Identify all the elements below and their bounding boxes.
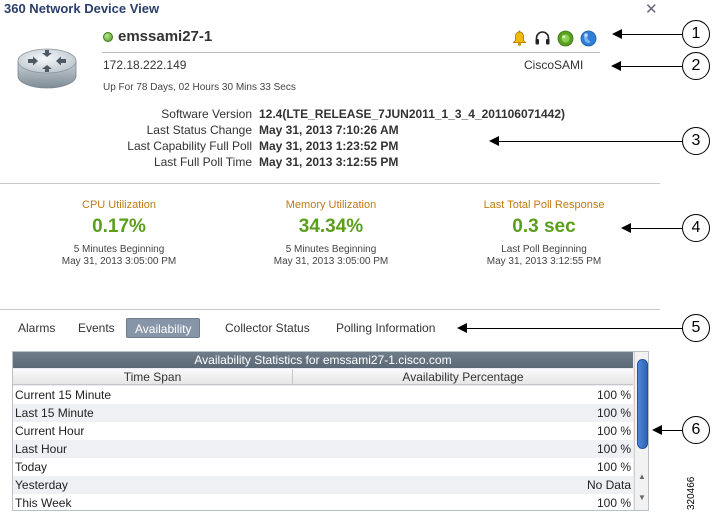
table-row: This Week 100 % <box>13 494 633 510</box>
table-header: Time Span Availability Percentage <box>13 369 633 385</box>
detail-value: May 31, 2013 7:10:26 AM <box>259 123 399 137</box>
metric-subtitle: Last Poll Beginning <box>501 244 587 255</box>
figure-id: 320466 <box>686 476 697 510</box>
cell-time-span: This Week <box>15 496 72 510</box>
metric-value: 0.3 sec <box>512 216 576 237</box>
tab-collector-status[interactable]: Collector Status <box>225 321 310 335</box>
metric-value: 34.34% <box>298 216 364 237</box>
metric-cpu-utilization: CPU Utilization 0.17% 5 Minutes Beginnin… <box>19 199 219 267</box>
callout-1: 1 <box>682 20 710 48</box>
metric-title: Last Total Poll Response <box>483 199 605 211</box>
column-header-availability[interactable]: Availability Percentage <box>402 370 524 384</box>
cell-time-span: Last Hour <box>15 442 68 456</box>
metric-subtitle: 5 Minutes Beginning <box>73 244 165 255</box>
device-ip: 172.18.222.149 <box>103 58 187 72</box>
cell-percentage: 100 % <box>596 388 631 402</box>
metric-timestamp: May 31, 2013 3:12:55 PM <box>486 256 602 267</box>
scroll-down-icon[interactable]: ▼ <box>638 493 646 502</box>
metric-memory-utilization: Memory Utilization 34.34% 5 Minutes Begi… <box>231 199 431 267</box>
detail-label: Last Full Poll Time <box>153 155 252 169</box>
table-row: Yesterday No Data <box>13 476 633 494</box>
cell-time-span: Last 15 Minute <box>15 406 94 420</box>
section-divider <box>0 309 660 310</box>
panel-title: 360 Network Device View <box>4 1 160 16</box>
metric-timestamp: May 31, 2013 3:05:00 PM <box>61 256 177 267</box>
tab-alarms[interactable]: Alarms <box>18 321 56 335</box>
table-scrollbar[interactable]: ▲ ▼ <box>634 352 648 510</box>
cell-time-span: Today <box>15 460 48 474</box>
table-row: Today 100 % <box>13 458 633 476</box>
detail-value: May 31, 2013 3:12:55 PM <box>259 155 399 169</box>
close-icon[interactable]: ✕ <box>645 1 658 18</box>
metric-value: 0.17% <box>92 216 146 237</box>
detail-label: Last Status Change <box>146 123 252 137</box>
availability-table: Availability Statistics for emssami27-1.… <box>12 351 649 511</box>
tab-polling-information[interactable]: Polling Information <box>336 321 436 335</box>
table-body: Current 15 Minute 100 % Last 15 Minute 100… <box>13 386 633 510</box>
callout-arrow-icon <box>457 323 467 333</box>
callout-line <box>655 430 685 431</box>
detail-label: Last Capability Full Poll <box>127 139 252 153</box>
callout-line <box>615 34 685 35</box>
table-row: Last Hour 100 % <box>13 440 633 458</box>
callout-arrow-icon <box>489 136 499 146</box>
table-row: Current Hour 100 % <box>13 422 633 440</box>
cell-percentage: 100 % <box>596 496 631 510</box>
device-status-icon <box>103 32 113 42</box>
section-divider <box>0 183 660 184</box>
tab-events[interactable]: Events <box>78 321 115 335</box>
tab-availability[interactable]: Availability <box>126 318 201 338</box>
cell-time-span: Current Hour <box>15 424 85 438</box>
globe-icon[interactable] <box>580 30 597 47</box>
callout-4: 4 <box>682 214 710 242</box>
callout-6: 6 <box>682 416 710 444</box>
headset-icon[interactable] <box>534 30 551 47</box>
detail-value: May 31, 2013 1:23:52 PM <box>259 139 399 153</box>
callout-line <box>624 228 685 229</box>
alarm-bell-icon[interactable] <box>511 30 528 47</box>
column-header-time-span[interactable]: Time Span <box>13 369 293 385</box>
scroll-up-icon[interactable]: ▲ <box>638 472 646 481</box>
cell-percentage: 100 % <box>596 406 631 420</box>
header-divider <box>102 52 600 53</box>
device-uptime: Up For 78 Days, 02 Hours 30 Mins 33 Secs <box>103 82 296 93</box>
callout-arrow-icon <box>612 29 622 39</box>
table-caption: Availability Statistics for emssami27-1.… <box>13 352 633 368</box>
callout-line <box>492 141 685 142</box>
callout-arrow-icon <box>652 425 662 435</box>
metric-last-poll-response: Last Total Poll Response 0.3 sec Last Po… <box>444 199 644 267</box>
device-name: emssami27-1 <box>118 28 213 45</box>
scrollbar-thumb[interactable] <box>637 359 648 449</box>
detail-value: 12.4(LTE_RELEASE_7JUN2011_1_3_4_20110607… <box>259 107 565 121</box>
callout-5: 5 <box>682 314 710 342</box>
metric-subtitle: 5 Minutes Beginning <box>285 244 377 255</box>
callout-arrow-icon <box>611 61 621 71</box>
callout-line <box>460 328 685 329</box>
cell-time-span: Current 15 Minute <box>15 388 112 402</box>
metric-title: Memory Utilization <box>285 199 377 211</box>
router-icon <box>17 48 77 89</box>
callout-2: 2 <box>682 52 710 80</box>
reachability-icon[interactable] <box>557 30 574 47</box>
cell-percentage: 100 % <box>596 442 631 456</box>
detail-label: Software Version <box>161 107 252 121</box>
cell-percentage: 100 % <box>596 424 631 438</box>
metric-timestamp: May 31, 2013 3:05:00 PM <box>273 256 389 267</box>
device-type: CiscoSAMI <box>524 58 584 72</box>
metric-title: CPU Utilization <box>82 199 156 211</box>
cell-percentage: No Data <box>586 478 631 492</box>
device-header-icons <box>511 28 597 48</box>
table-row: Last 15 Minute 100 % <box>13 404 633 422</box>
cell-time-span: Yesterday <box>15 478 68 492</box>
callout-arrow-icon <box>621 223 631 233</box>
cell-percentage: 100 % <box>596 460 631 474</box>
table-row: Current 15 Minute 100 % <box>13 386 633 404</box>
callout-line <box>614 66 685 67</box>
callout-3: 3 <box>682 127 710 155</box>
